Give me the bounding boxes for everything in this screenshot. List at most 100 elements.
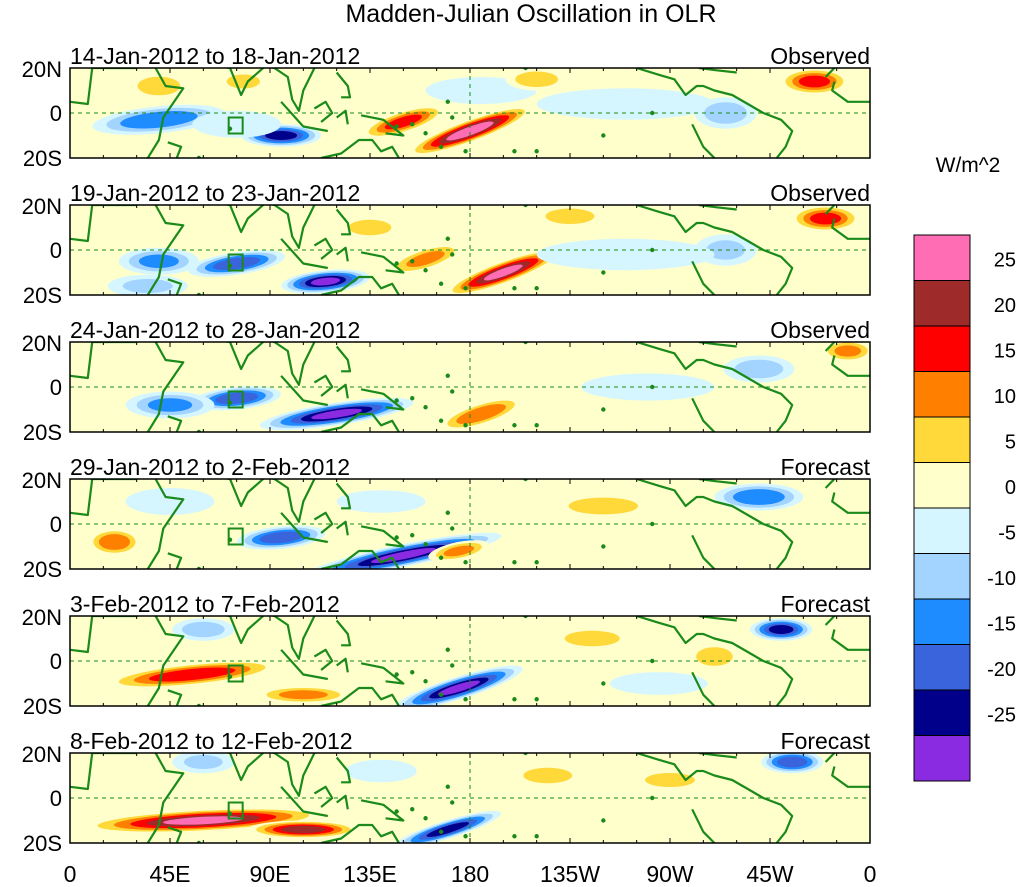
anomaly-contour — [645, 773, 695, 787]
anomaly-contour — [345, 759, 417, 783]
latitude-label: 0 — [50, 238, 62, 263]
coastline — [320, 823, 400, 843]
coastline — [335, 345, 352, 373]
anomaly-contour — [98, 534, 131, 550]
longitude-label: 45E — [150, 861, 191, 887]
coastline — [636, 753, 794, 843]
longitude-label: 90W — [646, 861, 694, 887]
coastline — [824, 205, 836, 215]
coastline — [336, 657, 349, 673]
coastline — [167, 552, 183, 569]
island-marker — [450, 389, 455, 394]
anomaly-contour — [213, 256, 261, 271]
coastline — [167, 278, 183, 295]
anomaly-field — [70, 68, 870, 158]
coastline — [92, 479, 185, 569]
longitude-label: 0 — [64, 861, 77, 887]
coastline — [691, 534, 716, 569]
colorbar-swatch — [913, 598, 971, 645]
colorbar-label: 15 — [994, 341, 1016, 363]
coastline — [691, 671, 716, 706]
island-marker — [394, 535, 399, 540]
reference-box — [227, 527, 244, 546]
anomaly-contour — [709, 128, 764, 152]
island-marker — [463, 697, 468, 702]
island-marker — [601, 270, 606, 275]
coastline — [335, 756, 352, 784]
island-marker — [423, 542, 428, 547]
colorbar-swatch — [913, 325, 971, 372]
latitude-label: 20S — [23, 831, 62, 856]
island-marker — [450, 800, 455, 805]
coastline — [698, 753, 737, 759]
anomaly-contour — [137, 76, 181, 96]
island-marker — [534, 697, 539, 702]
coastline — [196, 342, 316, 386]
island-marker — [394, 124, 399, 129]
island-marker — [445, 373, 450, 378]
coastline — [360, 799, 405, 822]
longitude-label: 90E — [250, 861, 291, 887]
latitude-label: 0 — [50, 649, 62, 674]
reference-box — [227, 664, 244, 683]
coastline — [280, 786, 328, 818]
island-marker — [423, 679, 428, 684]
coastline — [360, 114, 405, 137]
anomaly-contour — [732, 489, 785, 505]
map-panel: 29-Jan-2012 to 2-Feb-2012 Forecast 20N 0 20S — [22, 454, 871, 582]
latitude-label: 20N — [22, 57, 62, 82]
coastline — [335, 482, 352, 510]
coastline — [313, 374, 334, 397]
coastline — [280, 238, 328, 270]
coastline — [335, 619, 352, 647]
island-marker — [410, 670, 415, 675]
coastline — [167, 826, 183, 843]
island-marker — [463, 149, 468, 154]
coastline — [92, 753, 185, 843]
anomaly-contour — [138, 254, 179, 269]
anomaly-contour — [426, 822, 470, 837]
island-marker — [601, 133, 606, 138]
island-marker — [601, 818, 606, 823]
island-marker — [512, 149, 517, 154]
coastline — [70, 205, 94, 243]
island-marker — [410, 807, 415, 812]
anomaly-contour — [696, 647, 733, 666]
anomaly-contour — [834, 345, 862, 357]
coastline — [196, 479, 316, 523]
island-marker — [534, 286, 539, 291]
panel-date-range: 19-Jan-2012 to 23-Jan-2012 — [70, 180, 360, 206]
island-marker — [601, 407, 606, 412]
anomaly-contour — [406, 251, 445, 267]
colorbar-swatch — [913, 280, 971, 327]
panel-status: Forecast — [781, 728, 871, 754]
coastline — [831, 766, 870, 788]
coastline — [92, 342, 185, 432]
island-marker — [445, 236, 450, 241]
coastline — [824, 616, 836, 626]
anomaly-contour — [120, 110, 198, 129]
coastline — [691, 123, 716, 158]
anomaly-contour — [706, 240, 745, 260]
coastline — [336, 246, 349, 262]
latitude-label: 20N — [22, 331, 62, 356]
coastline — [92, 616, 185, 706]
coastline — [280, 649, 328, 681]
anomaly-contour — [281, 825, 326, 834]
anomaly-contour — [183, 755, 223, 769]
coastline — [92, 68, 185, 158]
anomaly-contour — [564, 630, 620, 647]
anomaly-contour — [568, 497, 639, 515]
island-marker — [450, 115, 455, 120]
coastline — [280, 512, 328, 544]
coastline — [196, 68, 316, 112]
coastline — [320, 275, 400, 295]
latitude-label: 20N — [22, 468, 62, 493]
island-marker — [438, 281, 444, 286]
latitude-label: 20S — [23, 146, 62, 171]
anomaly-contour — [483, 264, 523, 281]
coastline — [636, 616, 794, 706]
latitude-label: 20S — [23, 283, 62, 308]
panel-date-range: 29-Jan-2012 to 2-Feb-2012 — [70, 454, 350, 480]
colorbar-label: -10 — [987, 568, 1016, 590]
